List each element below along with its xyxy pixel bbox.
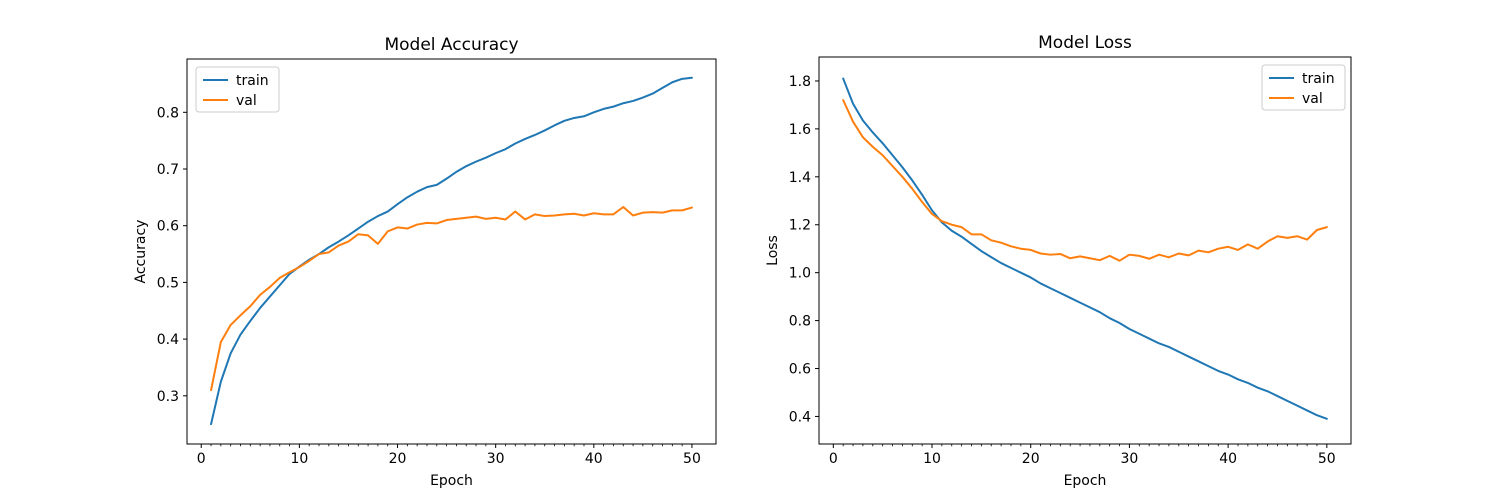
y-tick-label: 1.2	[789, 218, 811, 234]
x-axis-label: Epoch	[1064, 473, 1107, 489]
y-tick-label: 1.6	[789, 122, 811, 138]
train-line	[210, 76, 693, 426]
x-tick-label: 0	[829, 451, 838, 467]
train-line	[842, 77, 1328, 420]
legend: train val	[195, 66, 280, 113]
x-tick-label: 20	[389, 451, 407, 467]
legend-entry-train: train	[1269, 71, 1335, 87]
val-line	[210, 205, 693, 392]
legend-entry-val: val	[1269, 91, 1323, 107]
val-line	[842, 99, 1328, 262]
legend-label: val	[236, 93, 257, 109]
legend-label: train	[1302, 71, 1335, 87]
y-tick-label: 0.5	[157, 275, 179, 291]
x-tick-label: 40	[585, 451, 603, 467]
x-tick-label: 50	[683, 451, 701, 467]
y-tick-label: 1.0	[789, 266, 811, 282]
x-tick-label: 10	[923, 451, 941, 467]
y-tick-label: 0.8	[157, 105, 179, 121]
x-tick-label: 10	[290, 451, 308, 467]
y-tick-label: 0.8	[789, 314, 811, 330]
x-tick-label: 20	[1022, 451, 1040, 467]
model-accuracy-chart: 0 10 20 30 40 50 0.3 0.4 0.5 0.6 0.7 0.8 Model Accur…	[133, 35, 717, 489]
x-axis-label: Epoch	[430, 473, 473, 489]
y-axis-label: Accuracy	[133, 220, 149, 284]
x-tick-label: 30	[487, 451, 505, 467]
y-tick-label: 0.3	[157, 389, 179, 405]
chart-title: Model Loss	[1038, 33, 1132, 53]
legend-entry-val: val	[203, 93, 257, 109]
axes-frame	[186, 58, 717, 445]
model-loss-chart: 0 10 20 30 40 50 0.4 0.6 0.8 1.0 1.2 1.4 1.6 1.8 Model…	[765, 33, 1352, 489]
axes-frame	[818, 56, 1352, 445]
x-tick-label: 40	[1219, 451, 1237, 467]
legend: train val	[1261, 64, 1346, 111]
x-tick-label: 30	[1121, 451, 1139, 467]
y-tick-label: 0.7	[157, 162, 179, 178]
y-tick-label: 0.4	[789, 409, 811, 425]
x-tick-label: 50	[1318, 451, 1336, 467]
legend-entry-train: train	[203, 73, 269, 89]
y-tick-label: 0.6	[157, 219, 179, 235]
y-tick-label: 1.8	[789, 74, 811, 90]
legend-label: val	[1302, 91, 1323, 107]
x-tick-label: 0	[197, 451, 206, 467]
y-tick-label: 0.6	[789, 362, 811, 378]
y-tick-label: 0.4	[157, 332, 179, 348]
y-tick-label: 1.4	[789, 170, 811, 186]
legend-label: train	[236, 73, 269, 89]
y-axis-label: Loss	[765, 235, 781, 266]
chart-title: Model Accuracy	[384, 35, 518, 55]
